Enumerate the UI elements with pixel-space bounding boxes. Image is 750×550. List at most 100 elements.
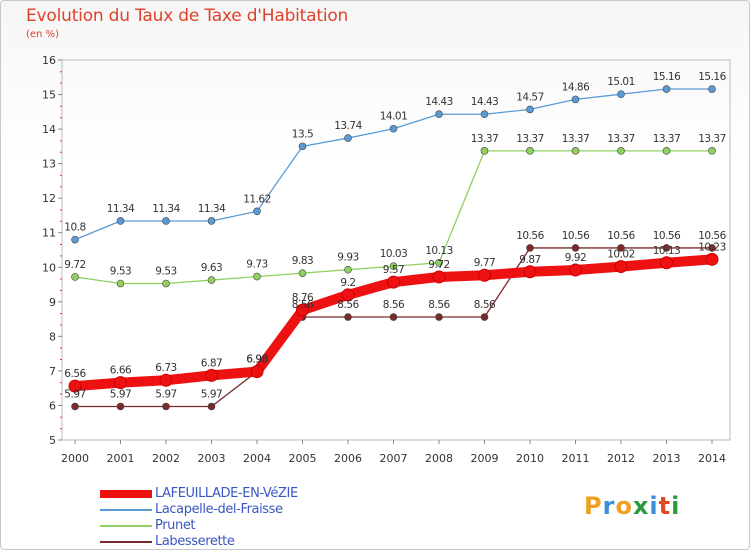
data-label: 9.72: [64, 259, 85, 271]
data-label: 6.87: [201, 357, 222, 369]
data-point: [253, 272, 261, 281]
data-label: 14.43: [471, 96, 499, 108]
y-tick-label: 7: [49, 365, 56, 378]
y-tick-label: 15: [42, 89, 56, 102]
logo-letter: i: [649, 492, 659, 520]
data-point: [116, 217, 125, 225]
data-point: [387, 275, 400, 289]
data-label: 11.62: [243, 193, 271, 205]
data-point: [296, 303, 309, 317]
data-point: [114, 376, 127, 390]
data-label: 13.37: [607, 133, 635, 145]
data-label: 10.56: [653, 230, 681, 242]
y-tick-label: 13: [42, 158, 56, 171]
legend-label-prunet: Prunet: [155, 518, 196, 533]
data-label: 8.56: [383, 299, 405, 311]
data-point: [705, 252, 719, 266]
data-point: [344, 313, 352, 321]
data-point: [71, 235, 79, 244]
data-label: 8.56: [428, 299, 450, 311]
data-label: 10.13: [425, 245, 453, 257]
data-label: 13.37: [471, 133, 499, 145]
x-tick-label: 2003: [198, 452, 226, 465]
data-point: [660, 256, 673, 270]
y-tick-label: 14: [42, 123, 56, 136]
data-label: 6.73: [155, 362, 176, 374]
data-point: [207, 402, 216, 411]
x-tick-label: 2007: [380, 452, 408, 465]
data-point: [571, 95, 580, 104]
data-point: [708, 244, 716, 252]
data-point: [159, 373, 173, 387]
y-tick-label: 16: [42, 54, 56, 67]
data-point: [435, 313, 443, 321]
data-point: [162, 217, 170, 225]
data-point: [523, 265, 537, 279]
data-point: [68, 379, 82, 393]
x-tick-label: 2001: [107, 452, 135, 465]
legend-swatch-lafeuillade: [100, 490, 152, 498]
data-label: 10.03: [380, 248, 408, 260]
legend-swatch-labesserette: [100, 541, 152, 543]
data-label: 8.56: [337, 299, 359, 311]
data-point: [116, 279, 125, 288]
y-tick-label: 11: [42, 227, 56, 240]
data-label: 15.16: [698, 71, 726, 83]
data-label: 10.8: [64, 222, 85, 234]
data-point: [569, 263, 582, 277]
chart-title: Evolution du Taux de Taxe d'Habitation: [26, 6, 349, 26]
data-point: [662, 147, 671, 155]
data-label: 13.5: [292, 128, 313, 140]
x-tick-label: 2002: [152, 452, 180, 465]
data-label: 13.37: [516, 133, 544, 145]
logo-letter: P: [584, 492, 603, 520]
logo-letter: i: [671, 492, 681, 520]
data-label: 11.34: [198, 203, 226, 215]
data-label: 9.87: [519, 254, 540, 266]
x-tick-label: 2005: [289, 452, 317, 465]
data-label: 5.97: [64, 388, 85, 400]
data-point: [662, 244, 671, 252]
data-label: 8.56: [292, 299, 314, 311]
data-label: 6.98: [246, 354, 267, 366]
data-point: [662, 85, 671, 93]
data-label: 10.56: [698, 230, 726, 242]
y-tick-label: 9: [49, 296, 56, 309]
proxiti-logo: Proxiti: [584, 492, 680, 520]
legend-label-lacapelle: Lacapelle-del-Fraisse: [155, 502, 283, 517]
data-point: [708, 85, 716, 93]
data-label: 13.74: [334, 120, 362, 132]
data-label: 8.56: [474, 299, 496, 311]
data-point: [71, 273, 79, 281]
data-point: [71, 402, 79, 411]
data-point: [298, 142, 307, 151]
data-label: 5.97: [201, 388, 222, 400]
data-label: 13.37: [698, 133, 726, 145]
data-label: 9.92: [565, 252, 586, 264]
legend-swatch-prunet: [100, 525, 152, 527]
x-tick-label: 2004: [243, 452, 271, 465]
data-point: [708, 147, 716, 155]
logo-letter: o: [615, 492, 633, 520]
data-point: [344, 134, 352, 142]
data-point: [162, 279, 170, 288]
data-label: 6.56: [64, 368, 86, 380]
logo-letter: t: [658, 492, 672, 520]
legend-label-labesserette: Labesserette: [155, 534, 235, 549]
y-tick-label: 5: [49, 434, 56, 447]
y-tick-label: 12: [42, 192, 56, 205]
legend-label-lafeuillade: LAFEUILLADE-EN-VéZIE: [155, 486, 298, 501]
data-point: [205, 368, 218, 382]
y-tick-label: 6: [49, 399, 56, 412]
data-point: [526, 147, 534, 155]
data-label: 10.23: [698, 241, 726, 253]
data-label: 14.86: [562, 81, 590, 93]
data-point: [432, 270, 446, 284]
data-point: [526, 244, 534, 252]
data-point: [478, 268, 491, 282]
data-point: [614, 260, 628, 274]
data-label: 5.97: [110, 388, 131, 400]
data-label: 8.76: [292, 292, 314, 304]
data-label: 10.13: [653, 245, 681, 257]
data-point: [571, 244, 580, 252]
